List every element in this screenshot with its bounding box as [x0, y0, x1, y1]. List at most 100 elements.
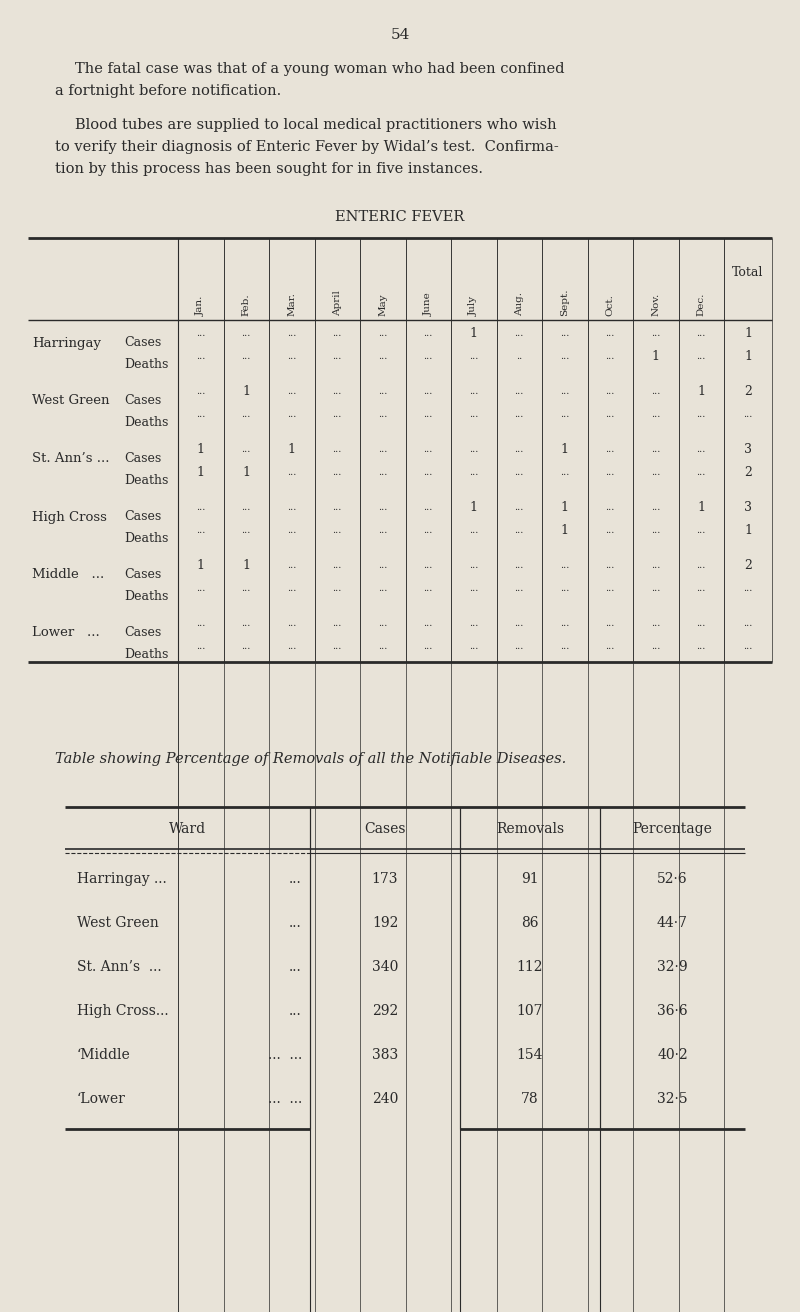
Text: ...: ...	[651, 387, 661, 396]
Text: ...: ...	[242, 526, 251, 535]
Text: 1: 1	[561, 523, 569, 537]
Text: ...: ...	[196, 409, 206, 419]
Text: ...: ...	[697, 329, 706, 338]
Text: ...: ...	[606, 504, 615, 512]
Text: 2: 2	[744, 559, 752, 572]
Text: ...: ...	[196, 329, 206, 338]
Text: Lower   ...: Lower ...	[32, 627, 100, 639]
Text: Jan.: Jan.	[196, 295, 206, 316]
Text: ...: ...	[514, 642, 524, 651]
Text: Total: Total	[732, 266, 764, 279]
Text: ...: ...	[606, 619, 615, 628]
Text: ...: ...	[290, 1004, 302, 1018]
Text: ...: ...	[697, 642, 706, 651]
Text: 1: 1	[470, 501, 478, 514]
Text: ...: ...	[697, 619, 706, 628]
Text: ...: ...	[697, 468, 706, 476]
Text: Cases: Cases	[124, 336, 162, 349]
Text: ...: ...	[514, 409, 524, 419]
Text: 1: 1	[652, 350, 660, 362]
Text: ...: ...	[333, 584, 342, 593]
Text: ...: ...	[469, 584, 478, 593]
Text: 1: 1	[561, 443, 569, 457]
Text: ...: ...	[287, 619, 297, 628]
Text: ...: ...	[514, 619, 524, 628]
Text: ...: ...	[651, 409, 661, 419]
Text: 1: 1	[698, 386, 706, 399]
Text: ...: ...	[242, 445, 251, 454]
Text: ...: ...	[287, 329, 297, 338]
Text: ...: ...	[242, 619, 251, 628]
Text: ...: ...	[606, 526, 615, 535]
Text: 1: 1	[561, 501, 569, 514]
Text: ...: ...	[651, 562, 661, 571]
Text: ...: ...	[651, 642, 661, 651]
Text: ...: ...	[378, 584, 387, 593]
Text: tion by this process has been sought for in five instances.: tion by this process has been sought for…	[55, 161, 483, 176]
Text: ...: ...	[196, 387, 206, 396]
Text: ...: ...	[697, 584, 706, 593]
Text: ...: ...	[290, 916, 302, 930]
Text: ...: ...	[651, 445, 661, 454]
Text: ...: ...	[423, 409, 433, 419]
Text: ...: ...	[514, 387, 524, 396]
Text: ...: ...	[469, 352, 478, 361]
Text: Sept.: Sept.	[560, 289, 570, 316]
Text: 86: 86	[522, 916, 538, 930]
Text: ...: ...	[423, 504, 433, 512]
Text: Deaths: Deaths	[124, 357, 168, 370]
Text: ...: ...	[423, 329, 433, 338]
Text: ...: ...	[333, 409, 342, 419]
Text: ...: ...	[469, 642, 478, 651]
Text: ...: ...	[606, 329, 615, 338]
Text: Harringay ...: Harringay ...	[77, 872, 166, 886]
Text: ...: ...	[606, 468, 615, 476]
Text: ...: ...	[743, 642, 753, 651]
Text: ...: ...	[423, 526, 433, 535]
Text: 1: 1	[242, 559, 250, 572]
Text: Cases: Cases	[124, 395, 162, 408]
Text: ...: ...	[333, 504, 342, 512]
Text: ...: ...	[196, 352, 206, 361]
Text: ...: ...	[290, 960, 302, 974]
Text: June: June	[424, 293, 433, 316]
Text: Mar.: Mar.	[287, 293, 296, 316]
Text: ...: ...	[606, 584, 615, 593]
Text: ...: ...	[606, 445, 615, 454]
Text: ...: ...	[469, 562, 478, 571]
Text: ...: ...	[423, 584, 433, 593]
Text: ...: ...	[606, 387, 615, 396]
Text: ENTERIC FEVER: ENTERIC FEVER	[335, 210, 465, 224]
Text: ...: ...	[196, 526, 206, 535]
Text: 1: 1	[242, 386, 250, 399]
Text: St. Ann’s ...: St. Ann’s ...	[32, 453, 110, 466]
Text: ...: ...	[242, 504, 251, 512]
Text: ...: ...	[651, 329, 661, 338]
Text: Percentage: Percentage	[633, 823, 713, 836]
Text: ...: ...	[333, 445, 342, 454]
Text: High Cross: High Cross	[32, 510, 107, 523]
Text: 40·2: 40·2	[657, 1048, 688, 1061]
Text: ...: ...	[196, 642, 206, 651]
Text: ...: ...	[743, 409, 753, 419]
Text: ...: ...	[560, 562, 570, 571]
Text: Aug.: Aug.	[514, 293, 524, 316]
Text: ...: ...	[606, 352, 615, 361]
Text: ...: ...	[287, 526, 297, 535]
Text: West Green: West Green	[77, 916, 158, 930]
Text: ...: ...	[242, 409, 251, 419]
Text: ...: ...	[560, 642, 570, 651]
Text: ...: ...	[651, 468, 661, 476]
Text: Harringay: Harringay	[32, 336, 101, 349]
Text: Cases: Cases	[124, 627, 162, 639]
Text: ...: ...	[514, 562, 524, 571]
Text: 32·9: 32·9	[657, 960, 688, 974]
Text: 1: 1	[744, 523, 752, 537]
Text: ...: ...	[378, 562, 387, 571]
Text: ...: ...	[514, 329, 524, 338]
Text: ...: ...	[196, 619, 206, 628]
Text: West Green: West Green	[32, 395, 110, 408]
Text: 3: 3	[744, 443, 752, 457]
Text: 3: 3	[744, 501, 752, 514]
Text: ...: ...	[242, 642, 251, 651]
